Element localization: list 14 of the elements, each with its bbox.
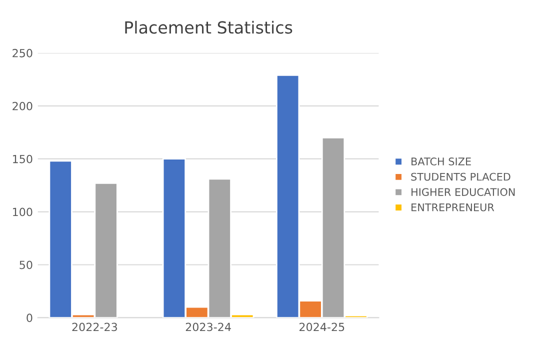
y-tick-label: 50 [20,260,32,270]
x-tick-label: 2023-24 [186,322,231,332]
legend-label: HIGHER EDUCATION [412,188,515,196]
x-tick-label: 2022-23 [72,322,117,332]
y-tick-label: 100 [13,208,32,216]
chart-title: Placement Statistics [125,20,292,34]
legend-label: STUDENTS PLACED [411,172,510,181]
y-tick-label: 250 [12,48,32,58]
y-tick-label: 0 [26,314,32,322]
y-tick-label: 200 [12,102,32,110]
legend-label: ENTREPRENEUR [412,204,494,212]
y-tick-label: 150 [13,154,32,164]
x-tick-label: 2024-25 [299,322,344,332]
legend-label: BATCH SIZE [412,158,471,166]
